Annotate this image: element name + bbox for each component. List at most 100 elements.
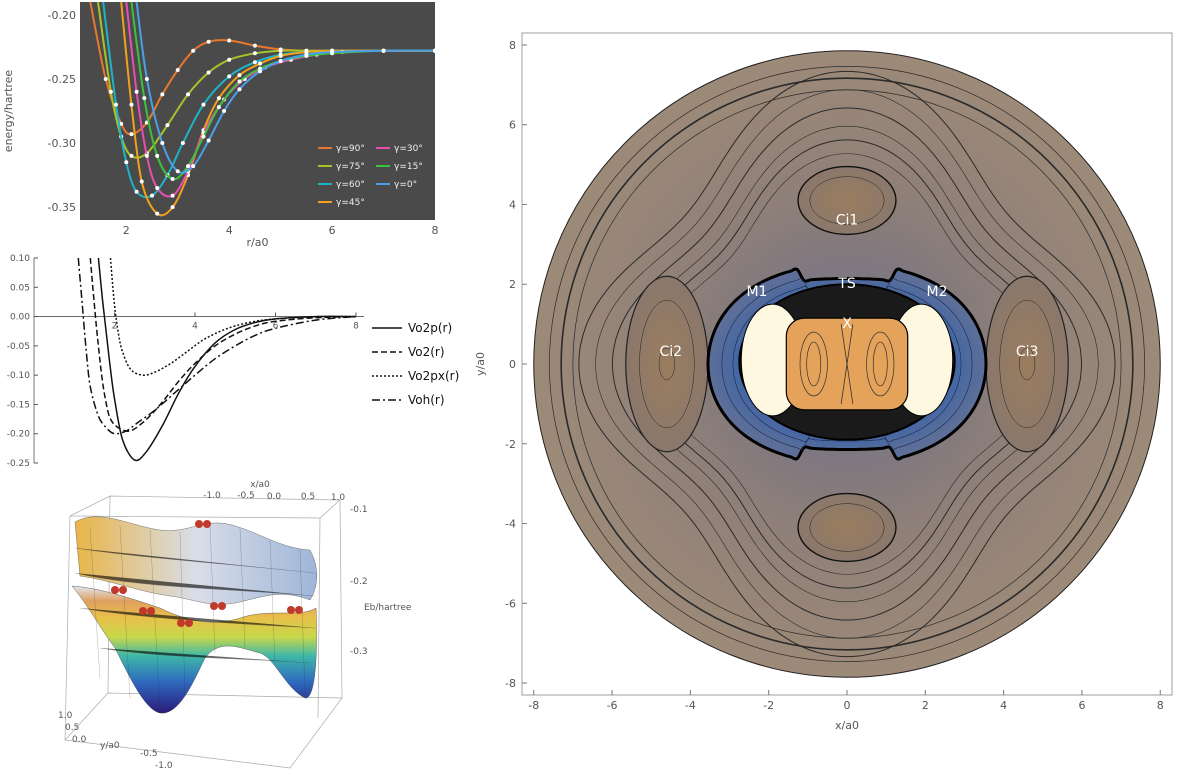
- data-point: [134, 189, 139, 194]
- contour-line: [999, 299, 1055, 429]
- atom-icon: [111, 586, 119, 594]
- y-tick-label: -0.35: [48, 201, 76, 214]
- data-point: [103, 76, 108, 81]
- legend-label: γ=75°: [336, 162, 365, 172]
- legend: γ=90° γ=30° γ=75° γ=15° γ=60° γ=0° γ=45°: [318, 144, 423, 208]
- contour-line: [732, 285, 962, 443]
- y-tick-label: -0.25: [7, 459, 30, 469]
- atom-icon: [210, 602, 218, 610]
- y-tick-label: -0.25: [48, 73, 76, 86]
- axis-label-x: x/a0: [250, 480, 270, 490]
- y-tick-label: -0.20: [7, 430, 31, 440]
- atom-icon: [203, 520, 211, 528]
- data-point: [278, 53, 283, 58]
- contour-line: [872, 341, 888, 387]
- region-label: M1: [746, 284, 767, 300]
- series-group: [77, 258, 357, 462]
- data-point: [114, 102, 119, 107]
- data-point: [258, 61, 263, 66]
- y-tick-label: 8: [509, 39, 516, 52]
- data-point: [278, 48, 283, 53]
- data-point: [206, 70, 211, 75]
- data-point: [180, 141, 185, 146]
- contour-line: [809, 176, 885, 225]
- axis-label-y: y/a0: [100, 741, 120, 751]
- legend-label: γ=15°: [394, 162, 423, 172]
- y-tick-label: -0.10: [7, 371, 31, 381]
- data-point: [134, 89, 139, 94]
- y-tick-label: 0.05: [10, 283, 30, 293]
- minimum-lobe: [985, 275, 1069, 453]
- contour-line: [578, 70, 1116, 658]
- contour-line: [840, 324, 854, 404]
- legend-label: Vo2(r): [408, 345, 445, 359]
- y-axis-label: y/a0: [474, 352, 487, 376]
- series-group: [89, 2, 435, 217]
- x-tick-label: 2: [922, 699, 929, 712]
- atom-icon: [185, 619, 193, 627]
- contour-line: [611, 107, 1083, 621]
- y-tick-label: -0.20: [48, 9, 76, 22]
- data-point: [142, 96, 147, 101]
- region-label: Ci3: [1016, 344, 1039, 360]
- x-tick-label: -8: [528, 699, 539, 712]
- x-tick-label: 6: [273, 322, 279, 332]
- atom-icon: [295, 606, 303, 614]
- atom-icon: [218, 602, 226, 610]
- contour-line: [595, 89, 1099, 639]
- x-tick-label: 4: [1000, 699, 1007, 712]
- data-point: [433, 48, 435, 53]
- data-point: [170, 176, 175, 181]
- data-point: [150, 193, 155, 198]
- data-point: [129, 153, 134, 158]
- x-tick-label: 0.5: [301, 492, 315, 502]
- x-tick-label: 8: [432, 224, 439, 237]
- x-axis-label: r/a0: [247, 236, 269, 249]
- data-point: [191, 48, 196, 53]
- legend-label: γ=90°: [336, 144, 365, 154]
- contour-map-chart: Ci1 TS M1 M2 X Ci2 Ci3 -8 -6 -4 -2 0 2 4 6 8 8 6 4 2 0 -2 -4 -6…: [474, 32, 1173, 732]
- data-point: [186, 164, 191, 169]
- y-tick-label: 0.0: [72, 735, 87, 745]
- x-tick-label: 8: [353, 322, 359, 332]
- axis-label-z: Eb/hartree: [364, 603, 412, 613]
- data-point: [216, 105, 221, 110]
- y-tick-label: -4: [505, 518, 516, 531]
- contour-line: [1019, 347, 1036, 381]
- minimum-lobe: [797, 492, 897, 563]
- data-point: [381, 48, 386, 53]
- y-tick-label: 0: [509, 358, 516, 371]
- x-tick-label: 0.0: [267, 492, 282, 502]
- x-axis-label: x/a0: [835, 719, 859, 732]
- y-tick-label: -0.15: [7, 400, 30, 410]
- y-tick-label: 4: [509, 198, 516, 211]
- region-label: TS: [837, 276, 856, 292]
- y-tick-label: -0.05: [7, 342, 30, 352]
- x-tick-label: 2: [112, 322, 118, 332]
- contour-line: [639, 299, 695, 429]
- y-tick-label: -8: [505, 677, 516, 690]
- x-tick-label: 4: [192, 322, 198, 332]
- legend-label: Vo2p(r): [408, 321, 452, 335]
- z-tick-label: -0.2: [350, 577, 368, 587]
- legend-label: γ=60°: [336, 180, 365, 190]
- x-tick-label: -6: [607, 699, 618, 712]
- legend: Vo2p(r) Vo2(r) Vo2px(r) Voh(r): [372, 321, 459, 407]
- data-point: [160, 141, 165, 146]
- data-point: [139, 179, 144, 184]
- data-point: [278, 58, 283, 63]
- data-point: [155, 185, 160, 190]
- x-tick-label: 8: [1157, 699, 1164, 712]
- atom-icon: [287, 606, 295, 614]
- contour-line: [799, 331, 828, 397]
- y-tick-label: 0.00: [10, 313, 30, 323]
- data-point: [129, 102, 134, 107]
- data-point: [216, 96, 221, 101]
- x-tick-label: 6: [329, 224, 336, 237]
- data-point: [201, 134, 206, 139]
- y-axis-label: energy/hartree: [2, 70, 15, 153]
- series-line-0: [97, 258, 357, 462]
- data-point: [252, 60, 257, 65]
- data-point: [237, 87, 242, 92]
- data-point: [160, 92, 165, 97]
